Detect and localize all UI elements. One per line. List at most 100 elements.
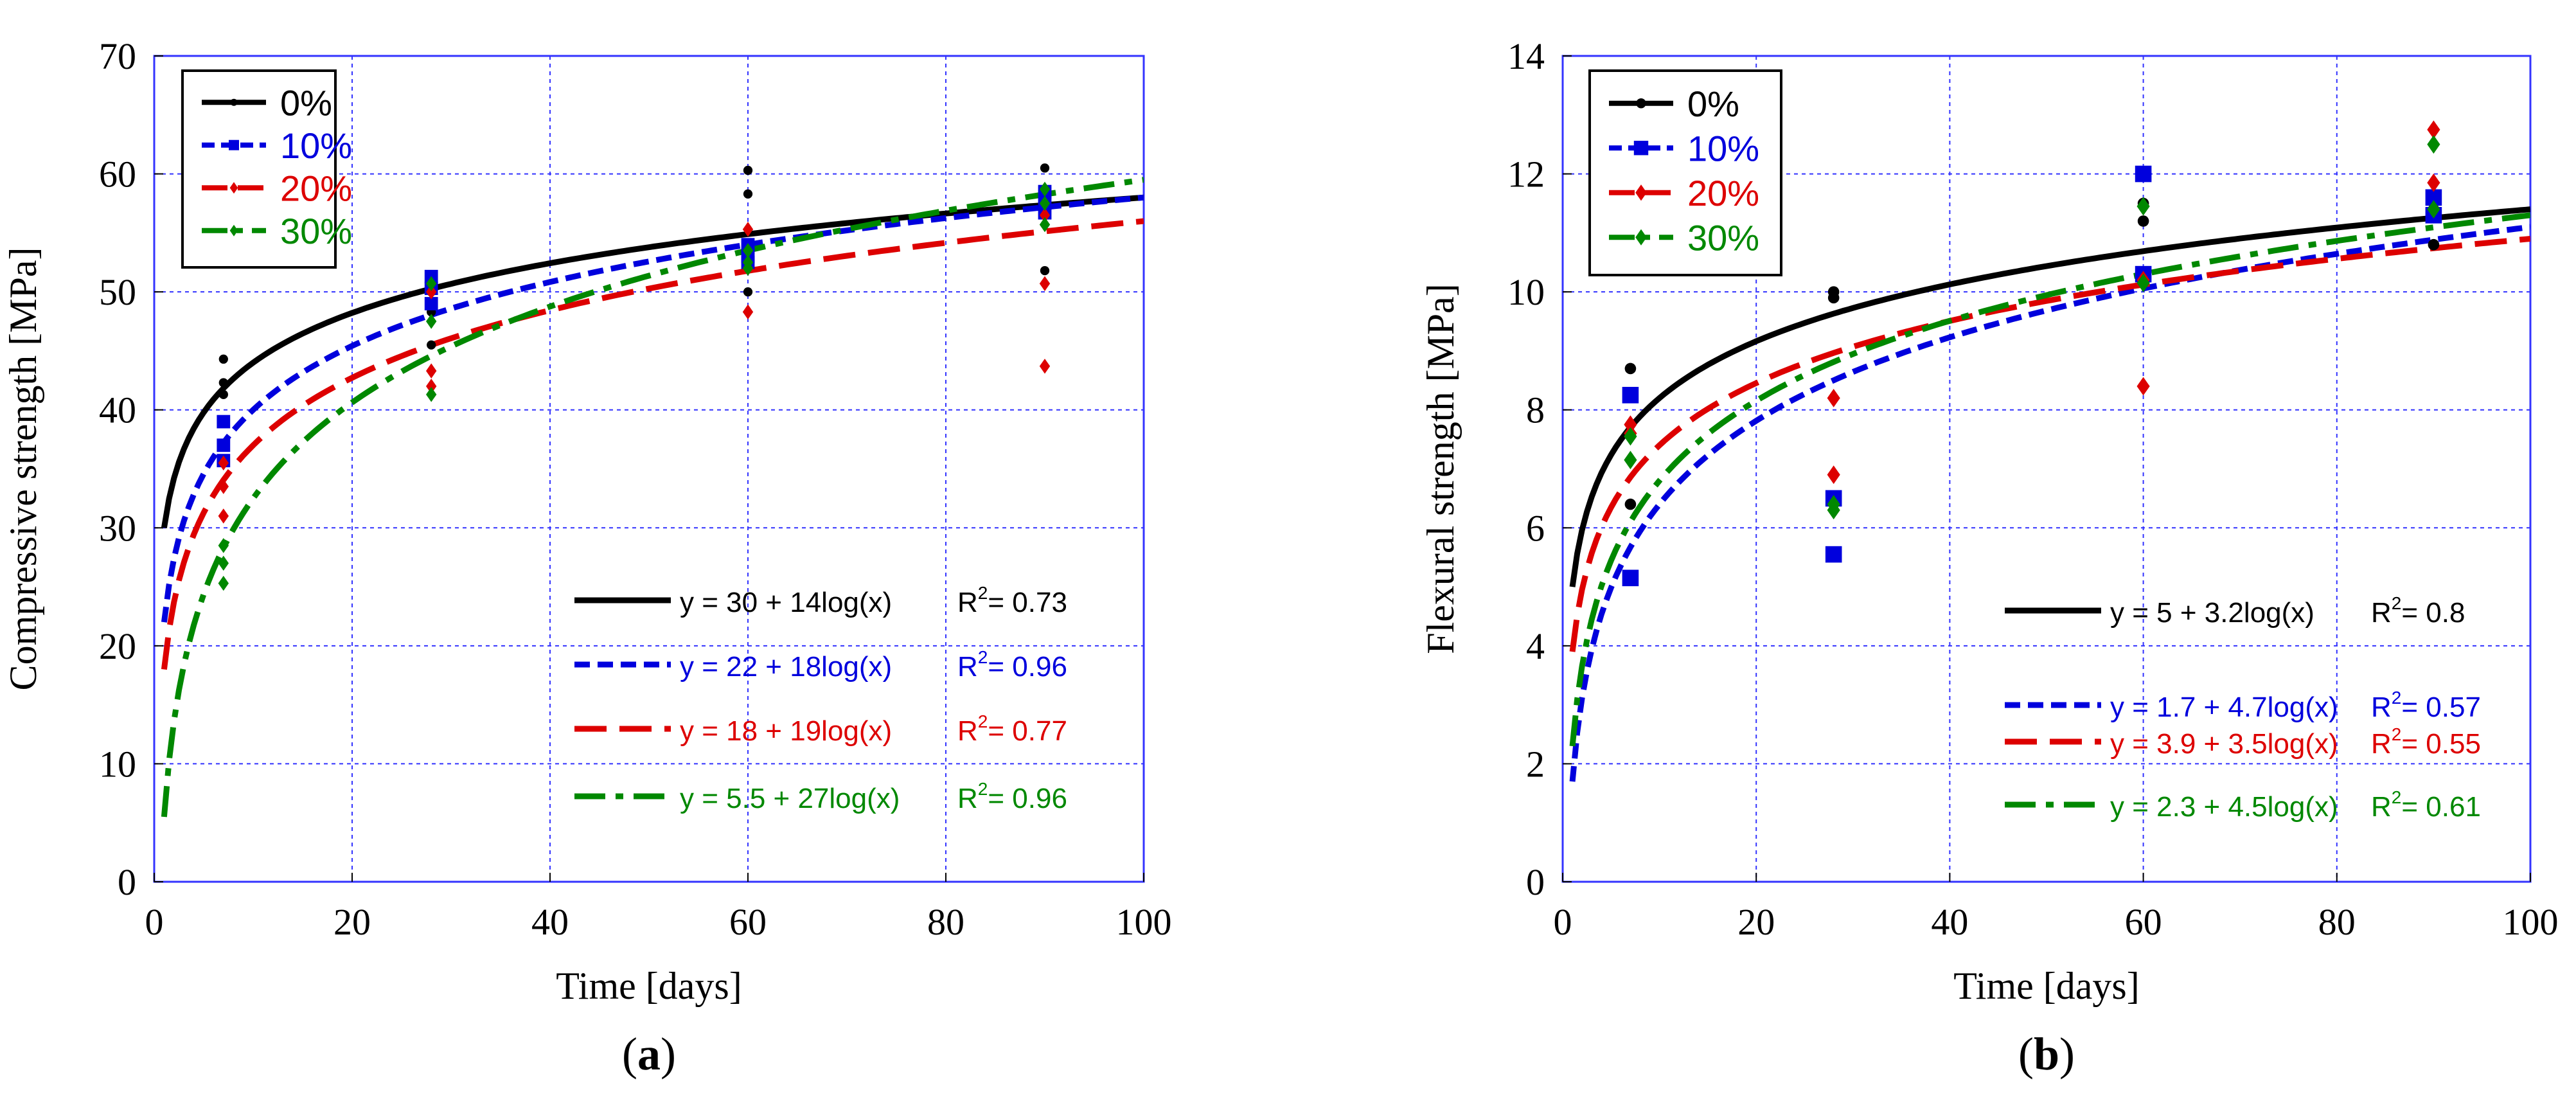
data-point-20pct: [2136, 377, 2150, 396]
legend-marker-20pct: [1635, 184, 1647, 201]
fit-equation: y = 5 + 3.2log(x): [2110, 597, 2314, 629]
r-squared-exponent: 2: [978, 711, 988, 731]
y-tick-label: 6: [1526, 507, 1545, 549]
y-axis-label: Flexural strength [MPa]: [1419, 283, 1462, 654]
legend-marker-10pct: [1633, 141, 1649, 156]
data-point-10pct: [1622, 569, 1639, 587]
fit-r-squared: R2= 0.96: [957, 647, 1067, 683]
legend-label-0pct: 0%: [1687, 84, 1739, 124]
data-point-30pct: [218, 538, 229, 553]
r-squared-symbol: R: [957, 587, 978, 618]
y-tick-label: 40: [99, 389, 136, 431]
x-tick-label: 100: [1116, 901, 1172, 943]
r-squared-value: = 0.73: [988, 587, 1067, 618]
fit-curve-0pct: [161, 194, 1144, 529]
x-tick-label: 20: [1737, 901, 1775, 943]
data-point-30pct: [2427, 200, 2440, 219]
data-point-0pct: [1624, 362, 1637, 375]
panel-label: (a): [622, 1028, 676, 1080]
y-tick-label: 8: [1526, 389, 1545, 431]
y-axis-label: Compressive strength [MPa]: [2, 247, 44, 691]
r-squared-symbol: R: [2371, 791, 2392, 823]
y-tick-label: 10: [99, 743, 136, 785]
y-tick-label: 60: [99, 154, 136, 195]
legend-label-20pct: 20%: [280, 168, 352, 208]
chart-panel-b: 0 20 40 60 80 100 0 2 4 6 8 10 12 14 Time [days] Flexur…: [1419, 35, 2559, 1080]
x-tick-label: 20: [333, 901, 371, 943]
data-point-30pct: [426, 314, 437, 329]
fit-equation: y = 1.7 + 4.7log(x): [2110, 692, 2338, 723]
panel-label-letter: a: [637, 1028, 661, 1080]
data-point-0pct: [743, 165, 753, 175]
fit-r-squared: R2= 0.96: [957, 779, 1067, 814]
fit-r-squared: R2= 0.8: [2371, 593, 2465, 629]
y-tick-label: 50: [99, 271, 136, 313]
data-point-30pct: [1039, 217, 1051, 233]
x-tick-label: 60: [2125, 901, 2162, 943]
x-tick-label: 0: [145, 901, 164, 943]
fit-equation: y = 18 + 19log(x): [680, 715, 892, 747]
data-point-10pct: [424, 297, 438, 310]
r-squared-symbol: R: [2371, 728, 2392, 760]
data-point-0pct: [218, 389, 228, 399]
r-squared-exponent: 2: [978, 647, 988, 667]
fit-curve-30pct: [1569, 212, 2530, 747]
fit-equation: y = 3.9 + 3.5log(x): [2110, 728, 2338, 760]
data-point-0pct: [1624, 498, 1637, 510]
r-squared-exponent: 2: [2392, 724, 2402, 744]
legend-label-20pct: 20%: [1687, 173, 1759, 213]
data-point-30pct: [2427, 135, 2440, 154]
data-point-10pct: [217, 415, 231, 429]
data-point-0pct: [1040, 163, 1050, 173]
data-point-0pct: [427, 340, 436, 350]
data-point-0pct: [1827, 292, 1840, 304]
r-squared-value: = 0.96: [988, 651, 1067, 683]
data-point-20pct: [1039, 276, 1051, 291]
r-squared-value: = 0.55: [2401, 728, 2481, 760]
fit-curve-30pct: [161, 177, 1144, 818]
y-tick-label: 2: [1526, 743, 1545, 785]
r-squared-exponent: 2: [2392, 593, 2402, 613]
data-point-30pct: [1039, 181, 1051, 197]
panel-label: (b): [2018, 1028, 2075, 1080]
y-tick-label: 10: [1507, 271, 1545, 313]
data-point-20pct: [426, 379, 437, 394]
data-point-20pct: [1827, 465, 1840, 485]
r-squared-symbol: R: [957, 651, 978, 683]
data-point-20pct: [742, 304, 754, 320]
x-tick-label: 100: [2503, 901, 2559, 943]
legend-marker-0pct: [1636, 98, 1646, 109]
fit-curve-20pct: [1569, 236, 2530, 652]
data-point-20pct: [426, 284, 437, 299]
r-squared-value: = 0.61: [2401, 791, 2481, 823]
fit-curve-10pct: [1569, 224, 2530, 782]
fit-equation: y = 2.3 + 4.5log(x): [2110, 791, 2338, 823]
x-tick-label: 40: [531, 901, 569, 943]
data-point-20pct: [218, 479, 229, 494]
plot-area-frame: [1561, 55, 2532, 883]
data-point-30pct: [426, 276, 437, 291]
data-point-30pct: [742, 243, 754, 258]
legend-marker-0pct: [230, 98, 238, 106]
fit-curve-10pct: [161, 194, 1144, 623]
fit-r-squared: R2= 0.77: [957, 711, 1067, 747]
y-tick-label: 0: [1526, 861, 1545, 903]
data-point-20pct: [218, 455, 229, 471]
fit-r-squared: R2= 0.57: [2371, 688, 2481, 723]
r-squared-value: = 0.96: [988, 783, 1067, 814]
data-point-0pct: [1040, 265, 1050, 276]
x-tick-label: 0: [1554, 901, 1572, 943]
y-tick-label: 14: [1507, 35, 1545, 77]
legend-label-0pct: 0%: [280, 82, 332, 123]
data-point-30pct: [218, 575, 229, 591]
data-point-0pct: [2137, 215, 2149, 227]
y-tick-label: 30: [99, 507, 136, 549]
data-point-30pct: [1039, 195, 1051, 211]
y-tick-label: 0: [118, 861, 136, 903]
r-squared-symbol: R: [2371, 692, 2392, 723]
plot-area-frame: [153, 55, 1145, 883]
data-point-0pct: [2428, 238, 2440, 251]
r-squared-exponent: 2: [2392, 787, 2402, 807]
data-point-30pct: [742, 260, 754, 276]
